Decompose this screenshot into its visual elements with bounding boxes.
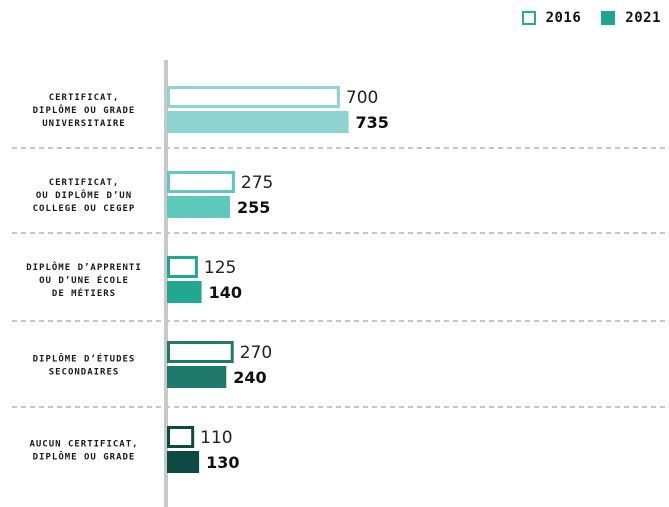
legend-swatch-outline bbox=[521, 11, 536, 25]
value-label-2021: 255 bbox=[237, 198, 270, 217]
category-label: DE MÉTIERS bbox=[52, 287, 116, 299]
bar-2021 bbox=[167, 196, 230, 218]
value-label-2016: 700 bbox=[346, 88, 378, 108]
axis-line bbox=[164, 60, 168, 507]
value-label-2021: 735 bbox=[356, 113, 389, 132]
bar-2016 bbox=[167, 256, 198, 278]
value-label-2021: 140 bbox=[209, 283, 242, 302]
value-label-2021: 130 bbox=[206, 453, 239, 472]
category-label: OU D’UNE ÉCOLE bbox=[39, 274, 129, 286]
value-label-2016: 270 bbox=[240, 343, 272, 363]
legend-item-2021: 2021 bbox=[601, 10, 661, 26]
category-label: OU DIPLÔME D’UN bbox=[36, 189, 132, 201]
bar-2021 bbox=[167, 281, 202, 303]
category-label: CERTIFICAT, bbox=[49, 178, 120, 188]
legend-swatch-filled bbox=[601, 11, 616, 25]
category-label: SECONDAIRES bbox=[49, 368, 120, 378]
category-label: DIPLÔME OU GRADE bbox=[33, 104, 136, 116]
bar-2016 bbox=[167, 426, 195, 448]
legend: 2016 2021 bbox=[502, 10, 661, 26]
value-label-2016: 275 bbox=[241, 173, 273, 193]
legend-label-2021: 2021 bbox=[625, 10, 661, 26]
category-label: DIPLÔME D’ÉTUDES bbox=[33, 353, 136, 365]
value-label-2016: 110 bbox=[200, 428, 232, 448]
category-label: UNIVERSITAIRE bbox=[42, 119, 125, 129]
bar-2016 bbox=[167, 86, 340, 108]
category-label: AUCUN CERTIFICAT, bbox=[29, 440, 138, 450]
legend-label-2016: 2016 bbox=[545, 10, 582, 26]
bar-2016 bbox=[167, 341, 234, 363]
bar-2021 bbox=[167, 366, 227, 388]
category-label: DIPLÔME D’APPRENTI bbox=[26, 261, 142, 273]
value-label-2021: 240 bbox=[233, 368, 266, 387]
category-label: COLLEGE OU CEGEP bbox=[33, 204, 136, 214]
category-label: CERTIFICAT, bbox=[49, 93, 120, 103]
bar-2016 bbox=[167, 171, 235, 193]
bar-2021 bbox=[167, 451, 200, 473]
legend-item-2016: 2016 bbox=[521, 10, 582, 26]
value-label-2016: 125 bbox=[204, 258, 236, 278]
bar-2021 bbox=[167, 111, 349, 133]
category-label: DIPLÔME OU GRADE bbox=[33, 451, 136, 463]
